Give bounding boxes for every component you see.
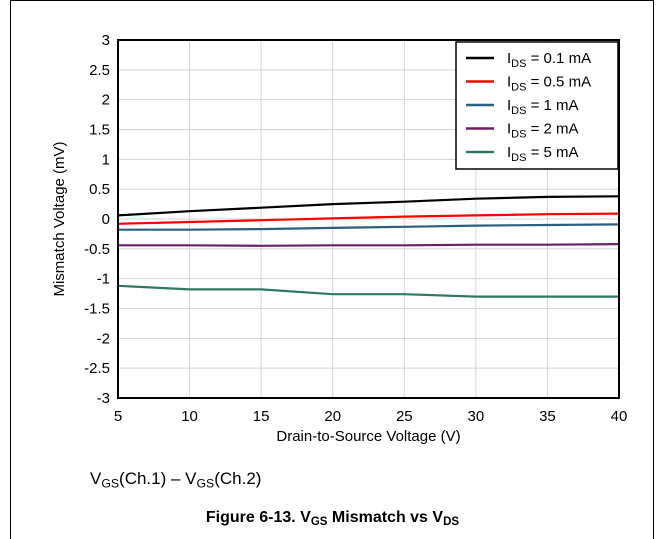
- series-lines: [117, 195, 620, 298]
- legend: IDS = 0.1 mA IDS = 0.5 mA IDS = 1 mA IDS = …: [455, 41, 619, 170]
- plot-area: [117, 39, 620, 399]
- legend-label: IDS = 5 mA: [507, 144, 579, 164]
- series-line: [117, 284, 619, 298]
- x-tick-label: 15: [253, 408, 270, 425]
- x-tick-label: 35: [539, 408, 556, 425]
- y-tick-label: 2: [102, 92, 110, 109]
- tick-labels: 3 2.5 2 1.5 1 0.5 0 -0.5 -1 -1.5 -2 -2.5 -35 10 15 20 25…: [84, 32, 627, 425]
- y-tick-label: -2: [97, 330, 110, 347]
- y-tick-label: -0.5: [84, 241, 110, 258]
- legend-label: IDS = 0.5 mA: [507, 74, 591, 94]
- mismatch-definition-note: VGS(Ch.1) – VGS(Ch.2): [90, 469, 262, 491]
- mismatch-chart: 3 2.5 2 1.5 1 0.5 0 -0.5 -1 -1.5 -2 -2.5 -35 10 15 20 25…: [51, 32, 627, 445]
- y-tick-label: 3: [102, 32, 110, 49]
- series-line: [117, 195, 620, 217]
- x-tick-label: 30: [468, 408, 485, 425]
- figure-frame: [10, 0, 654, 539]
- x-tick-label: 20: [324, 408, 341, 425]
- y-axis-label: Mismatch Voltage (mV): [51, 141, 68, 296]
- y-tick-label: 0: [102, 211, 110, 228]
- y-tick-label: 2.5: [89, 62, 110, 79]
- x-tick-label: 5: [114, 408, 122, 425]
- legend-label: IDS = 2 mA: [507, 121, 579, 141]
- x-axis-label: Drain-to-Source Voltage (V): [276, 428, 460, 445]
- y-tick-label: 0.5: [89, 181, 110, 198]
- y-tick-label: -1.5: [84, 301, 110, 318]
- y-tick-label: -3: [97, 390, 110, 407]
- series-line: [117, 212, 620, 225]
- x-tick-label: 10: [181, 408, 198, 425]
- y-tick-label: 1: [102, 151, 110, 168]
- y-tick-label: -2.5: [84, 360, 110, 377]
- x-tick-label: 25: [396, 408, 413, 425]
- figure-caption: Figure 6-13. VGS Mismatch vs VDS: [205, 509, 460, 529]
- x-tick-label: 40: [611, 408, 628, 425]
- legend-label: IDS = 0.1 mA: [507, 50, 591, 70]
- y-tick-label: 1.5: [89, 122, 110, 139]
- legend-label: IDS = 1 mA: [507, 97, 579, 117]
- series-line: [118, 243, 620, 247]
- series-line: [118, 223, 620, 231]
- y-tick-label: -1: [97, 271, 110, 288]
